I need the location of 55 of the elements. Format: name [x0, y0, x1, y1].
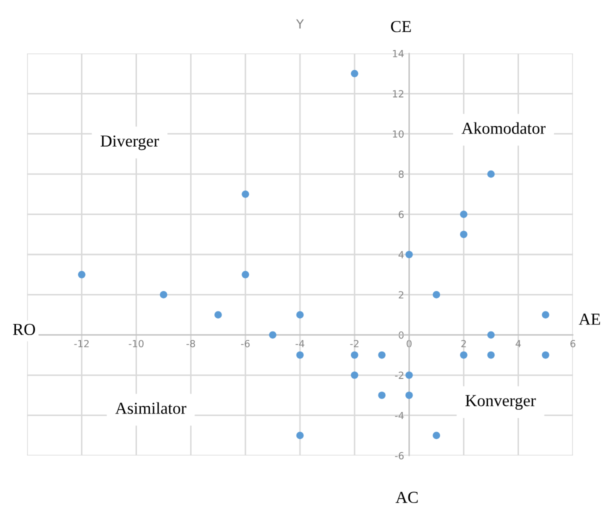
- point: [487, 170, 495, 178]
- point: [214, 311, 222, 318]
- point: [542, 351, 550, 359]
- y-tick-label: 6: [398, 210, 404, 218]
- x-tick-label: -12: [74, 340, 89, 348]
- x-tick-label: 2: [461, 340, 466, 348]
- point: [242, 270, 250, 278]
- point: [160, 291, 168, 298]
- point: [487, 331, 495, 339]
- point: [296, 432, 304, 440]
- y-tick-label: -4: [395, 412, 404, 420]
- point: [487, 351, 495, 359]
- x-tick-label: 4: [516, 340, 521, 348]
- point: [296, 311, 304, 318]
- point: [269, 331, 276, 339]
- point: [378, 351, 386, 359]
- point: [405, 371, 413, 379]
- point: [242, 190, 250, 198]
- chart-title: Y: [296, 19, 304, 28]
- text: CE: [391, 20, 411, 32]
- point: [350, 371, 358, 379]
- annotation: Asimilator: [115, 402, 186, 414]
- x-tick-label: -2: [350, 340, 358, 348]
- y-tick-label: 10: [392, 130, 404, 138]
- x-tick-label: -8: [186, 340, 196, 348]
- point: [350, 351, 358, 359]
- point: [378, 392, 386, 399]
- x-tick-label: -10: [128, 340, 144, 348]
- annotation: RO: [13, 324, 36, 336]
- point: [405, 250, 413, 258]
- y-tick-label: -2: [395, 372, 404, 379]
- text: AE: [578, 314, 600, 325]
- point: [405, 392, 413, 399]
- y-tick-label: -6: [395, 452, 404, 460]
- x-tick-label: -4: [296, 340, 304, 348]
- point: [460, 351, 468, 359]
- point: [460, 230, 468, 238]
- point: [78, 270, 86, 278]
- point: [460, 210, 468, 218]
- annotation: Konverger: [465, 395, 536, 410]
- point: [296, 351, 304, 359]
- y-tick-label: 14: [392, 50, 404, 58]
- text: AC: [396, 492, 418, 503]
- y-tick-label: 2: [398, 291, 404, 298]
- x-tick-label: -6: [241, 340, 250, 348]
- x-tick-label: 6: [570, 340, 576, 348]
- annotation: Akomodator: [462, 122, 546, 134]
- y-tick-label: 4: [398, 251, 404, 258]
- point: [432, 291, 440, 298]
- point: [350, 70, 358, 78]
- y-tick-label: 8: [398, 170, 404, 178]
- y-tick-label: 12: [392, 90, 404, 98]
- point: [542, 311, 550, 318]
- annotation: Diverger: [100, 135, 159, 150]
- point: [432, 432, 440, 440]
